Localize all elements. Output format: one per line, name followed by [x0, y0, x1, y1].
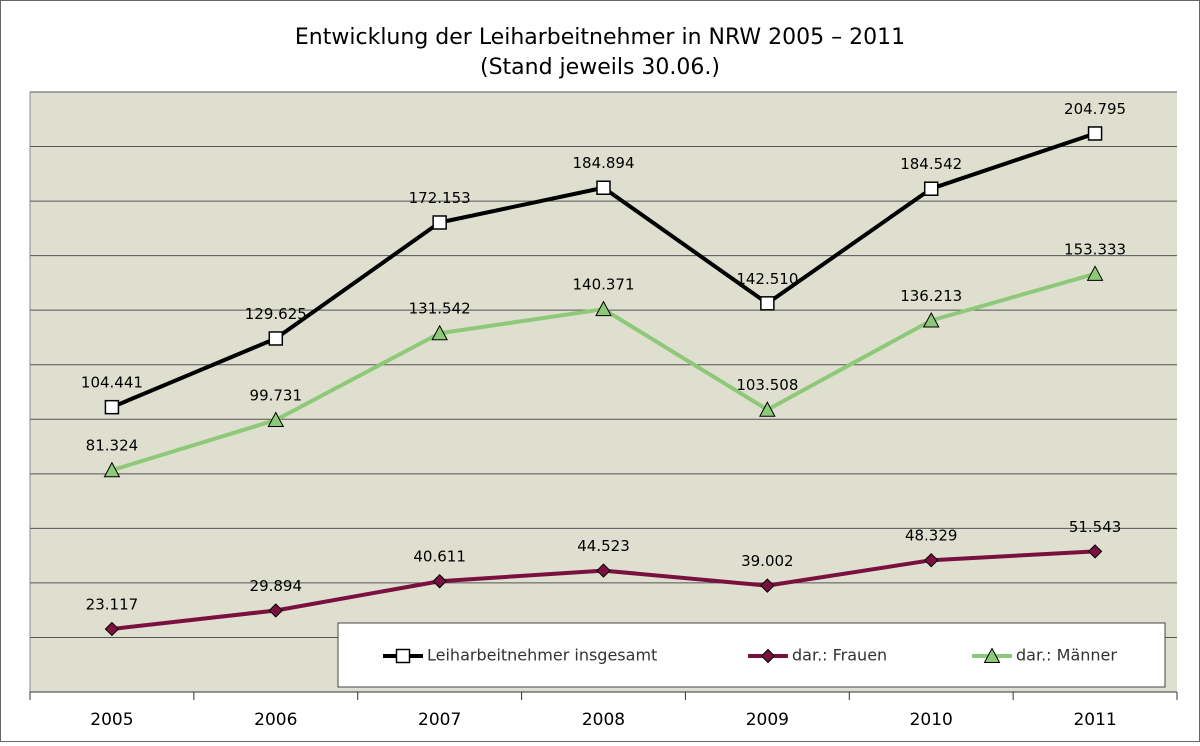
data-label: 129.625 [245, 305, 307, 323]
marker [267, 411, 285, 428]
marker [104, 399, 120, 415]
marker [922, 311, 940, 328]
data-label: 81.324 [86, 437, 139, 455]
marker [103, 461, 121, 478]
marker [1087, 544, 1103, 559]
data-label: 44.523 [577, 537, 630, 555]
marker [923, 181, 939, 196]
marker [432, 574, 447, 589]
data-label: 142.510 [736, 270, 798, 288]
marker [760, 578, 775, 593]
data-label: 104.441 [81, 374, 143, 392]
marker [268, 331, 284, 346]
x-tick-label: 2010 [910, 710, 953, 730]
marker [595, 300, 612, 317]
data-label: 103.508 [736, 376, 798, 394]
marker [1087, 126, 1103, 141]
data-label: 184.542 [900, 155, 962, 173]
marker [596, 563, 611, 578]
marker [104, 621, 120, 637]
data-label: 39.002 [741, 552, 794, 570]
data-label: 29.894 [250, 577, 303, 595]
marker [596, 180, 611, 195]
legend-label: Leiharbeitnehmer insgesamt [427, 646, 657, 665]
data-label: 48.329 [905, 527, 958, 545]
x-tick-label: 2005 [90, 710, 133, 730]
marker [924, 552, 939, 568]
data-label: 153.333 [1064, 240, 1126, 258]
data-label: 184.894 [572, 154, 634, 172]
data-label: 172.153 [409, 189, 471, 207]
data-label: 131.542 [409, 300, 471, 318]
data-label: 136.213 [900, 287, 962, 305]
marker [759, 401, 776, 417]
marker [432, 215, 447, 230]
chart-title: Entwicklung der Leiharbeitnehmer in NRW … [295, 25, 905, 50]
marker [1086, 265, 1104, 281]
x-tick-label: 2011 [1073, 710, 1116, 730]
data-label: 99.731 [250, 387, 303, 405]
data-label: 23.117 [86, 595, 139, 613]
marker [983, 647, 1001, 663]
chart-subtitle: (Stand jeweils 30.06.) [480, 55, 720, 80]
data-label: 40.611 [413, 548, 466, 566]
marker [268, 603, 283, 618]
x-tick-label: 2007 [418, 710, 461, 730]
marker [431, 324, 448, 341]
marker [395, 648, 411, 664]
legend-label: dar.: Frauen [792, 646, 887, 665]
x-tick-label: 2009 [746, 710, 789, 730]
data-label: 204.795 [1064, 100, 1126, 118]
x-tick-label: 2008 [582, 710, 625, 730]
x-tick-label: 2006 [254, 710, 297, 730]
data-label: 140.371 [572, 276, 634, 294]
marker [760, 648, 776, 664]
legend-label: dar.: Männer [1016, 646, 1117, 665]
data-label: 51.543 [1069, 518, 1122, 536]
marker [760, 296, 775, 311]
